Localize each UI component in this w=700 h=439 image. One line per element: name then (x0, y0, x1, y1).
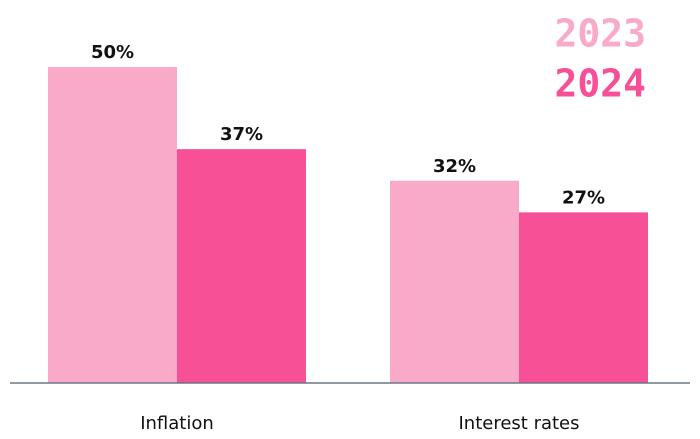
x-tick-label: Inflation (140, 413, 214, 434)
bar (519, 212, 648, 383)
bar (48, 67, 177, 383)
value-label: 50% (91, 42, 134, 63)
value-label: 27% (562, 187, 605, 208)
value-label: 32% (433, 156, 476, 177)
value-label: 37% (220, 124, 263, 145)
legend-entry: 2024 (554, 62, 646, 106)
legend-entry: 2023 (554, 12, 646, 56)
bar (390, 180, 519, 383)
x-tick-label: Interest rates (458, 413, 579, 434)
bar (177, 149, 306, 383)
